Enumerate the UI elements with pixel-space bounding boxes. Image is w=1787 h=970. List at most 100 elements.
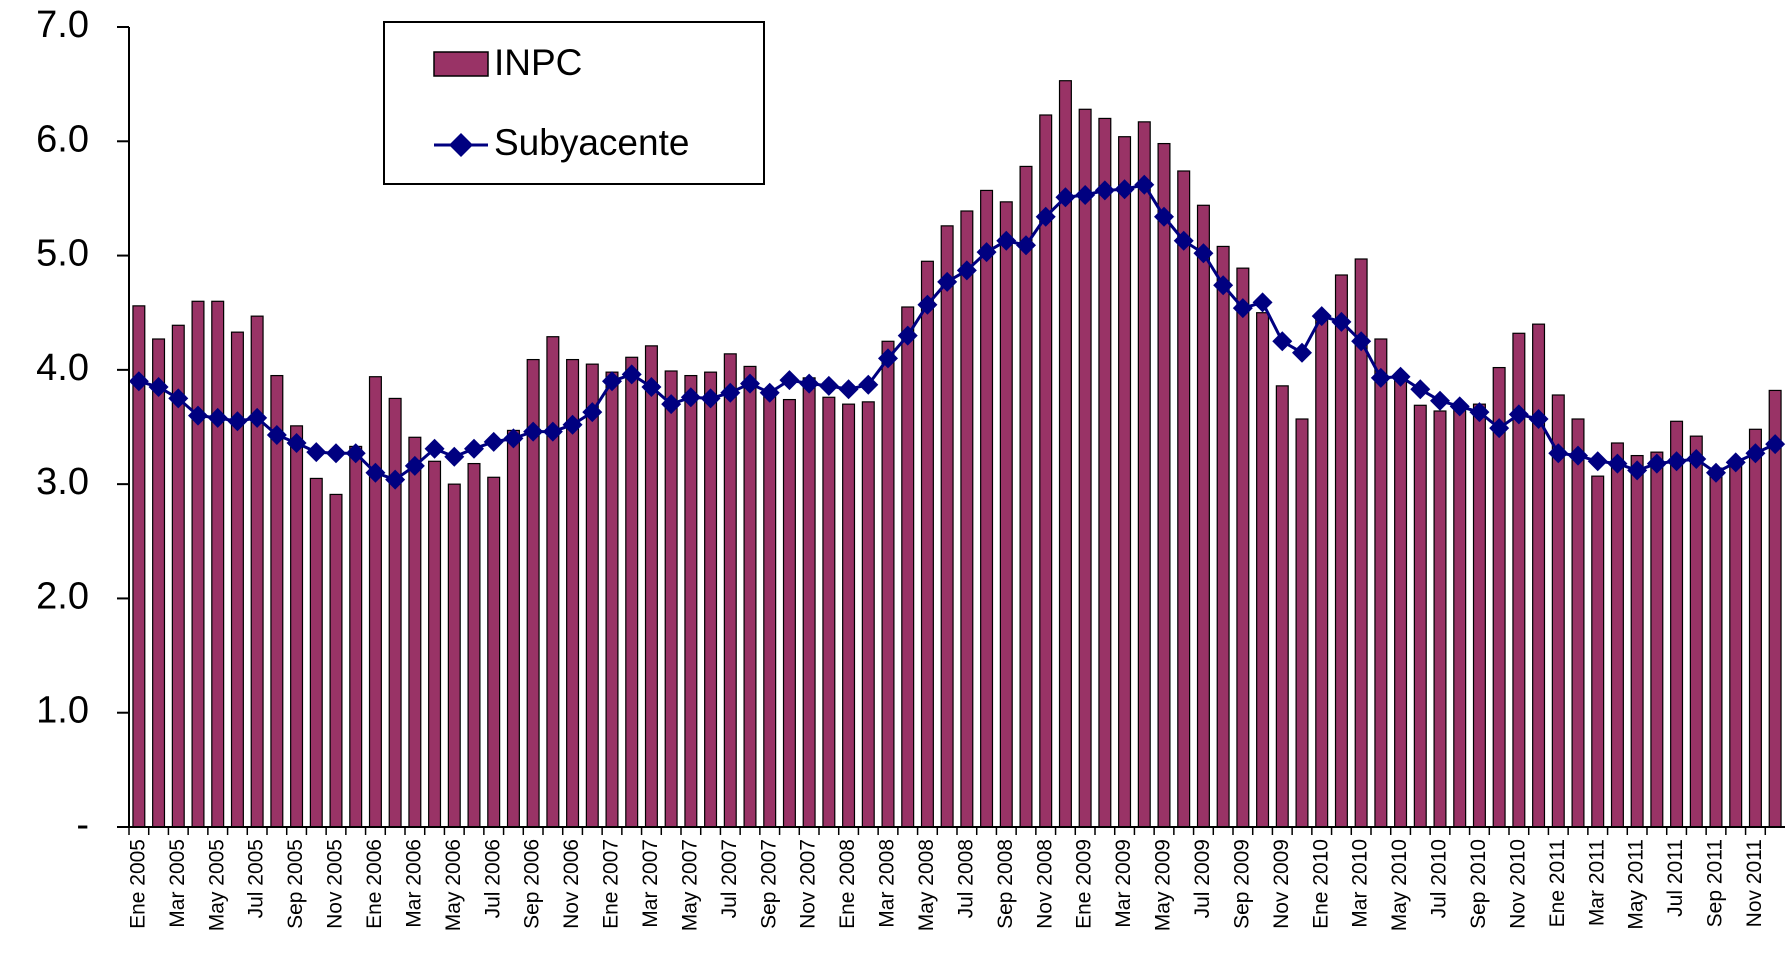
line-marker bbox=[956, 260, 977, 281]
x-tick-label: Ene 2006 bbox=[363, 839, 386, 929]
line-marker bbox=[326, 443, 346, 464]
line-marker bbox=[700, 388, 721, 409]
bar bbox=[782, 398, 796, 828]
line-marker bbox=[858, 374, 879, 395]
bar bbox=[447, 483, 461, 828]
legend-label: Subyacente bbox=[494, 122, 689, 163]
x-tick-label: Mar 2011 bbox=[1585, 839, 1608, 926]
y-tick-label: 7.0 bbox=[36, 4, 89, 46]
bar bbox=[881, 340, 895, 828]
line-marker bbox=[483, 431, 504, 452]
line-marker bbox=[168, 388, 189, 409]
x-tick-label: Mar 2009 bbox=[1112, 839, 1135, 928]
bar bbox=[704, 371, 718, 828]
bar bbox=[467, 462, 481, 828]
x-tick-label: Sep 2005 bbox=[284, 839, 307, 929]
line-marker bbox=[1646, 453, 1667, 474]
bar bbox=[1374, 338, 1388, 828]
line bbox=[138, 183, 1776, 482]
bar bbox=[1571, 418, 1585, 828]
line-marker bbox=[720, 382, 741, 403]
x-tick-label: Nov 2006 bbox=[560, 839, 583, 929]
line-marker bbox=[1666, 451, 1687, 472]
x-tick-label: Sep 2010 bbox=[1467, 839, 1490, 929]
line-marker bbox=[1508, 404, 1529, 425]
bar bbox=[1748, 428, 1762, 828]
line-marker bbox=[207, 407, 228, 428]
bar bbox=[1118, 136, 1132, 828]
bar bbox=[1413, 404, 1427, 828]
bar bbox=[1729, 460, 1743, 828]
line-marker bbox=[1173, 230, 1194, 251]
bar bbox=[1532, 323, 1546, 828]
bar bbox=[1591, 475, 1605, 828]
bar bbox=[605, 371, 619, 828]
line-marker bbox=[680, 387, 701, 408]
line-marker bbox=[838, 379, 859, 400]
x-tick-label: Nov 2010 bbox=[1506, 839, 1529, 929]
bar bbox=[1394, 378, 1408, 828]
x-tick-label: Jul 2006 bbox=[481, 839, 504, 918]
line-marker bbox=[779, 370, 800, 391]
bar bbox=[250, 315, 264, 828]
bar bbox=[230, 331, 244, 828]
line-marker bbox=[1548, 443, 1569, 464]
line-marker bbox=[897, 325, 918, 346]
line-marker bbox=[1627, 460, 1648, 481]
bar bbox=[1768, 389, 1782, 828]
bar bbox=[980, 189, 994, 828]
bar bbox=[999, 201, 1013, 828]
bar bbox=[842, 403, 856, 828]
bar bbox=[920, 260, 934, 828]
bar bbox=[1019, 165, 1033, 828]
bar bbox=[763, 393, 777, 828]
bar bbox=[625, 356, 639, 828]
line-marker bbox=[523, 421, 544, 442]
bar bbox=[901, 306, 915, 828]
line-marker bbox=[345, 443, 366, 464]
line-marker bbox=[661, 394, 682, 415]
line-marker bbox=[306, 442, 327, 463]
x-tick-label: Sep 2007 bbox=[757, 839, 780, 929]
bar bbox=[506, 429, 520, 828]
line-marker bbox=[1134, 174, 1155, 195]
x-tick-label: Mar 2010 bbox=[1349, 839, 1372, 928]
line-marker bbox=[1587, 451, 1608, 472]
bar bbox=[743, 365, 757, 828]
line-marker bbox=[1390, 366, 1411, 387]
x-tick-label: Ene 2009 bbox=[1073, 839, 1096, 929]
x-tick-label: May 2008 bbox=[915, 839, 938, 931]
y-tick-label: 5.0 bbox=[36, 233, 89, 275]
line-marker bbox=[1331, 311, 1352, 332]
bar bbox=[684, 374, 698, 828]
bar bbox=[1196, 204, 1210, 828]
bar bbox=[290, 425, 304, 828]
line-marker bbox=[227, 411, 248, 432]
bar bbox=[349, 445, 363, 828]
bar bbox=[329, 493, 343, 828]
line-marker bbox=[878, 348, 898, 369]
bar bbox=[1610, 442, 1624, 828]
bar bbox=[1334, 274, 1348, 828]
bar bbox=[664, 370, 678, 828]
x-tick-label: May 2010 bbox=[1388, 839, 1411, 931]
line-marker bbox=[1410, 379, 1431, 400]
line-marker bbox=[799, 373, 820, 394]
line-marker bbox=[641, 377, 662, 397]
y-tick-label: 4.0 bbox=[36, 347, 89, 389]
line-marker bbox=[1252, 292, 1273, 313]
line-marker bbox=[404, 455, 425, 476]
line-marker bbox=[1055, 187, 1076, 208]
line-marker bbox=[996, 230, 1017, 251]
line-marker bbox=[562, 414, 583, 435]
bar bbox=[1670, 420, 1684, 828]
bar bbox=[152, 338, 166, 828]
line-marker bbox=[1035, 206, 1056, 227]
y-tick-label: 6.0 bbox=[36, 118, 89, 160]
x-tick-label: May 2009 bbox=[1152, 839, 1175, 931]
line-marker bbox=[1686, 449, 1707, 469]
bar bbox=[1472, 403, 1486, 828]
bar bbox=[1256, 312, 1270, 828]
y-tick-label: - bbox=[76, 804, 89, 846]
bar bbox=[644, 345, 658, 828]
